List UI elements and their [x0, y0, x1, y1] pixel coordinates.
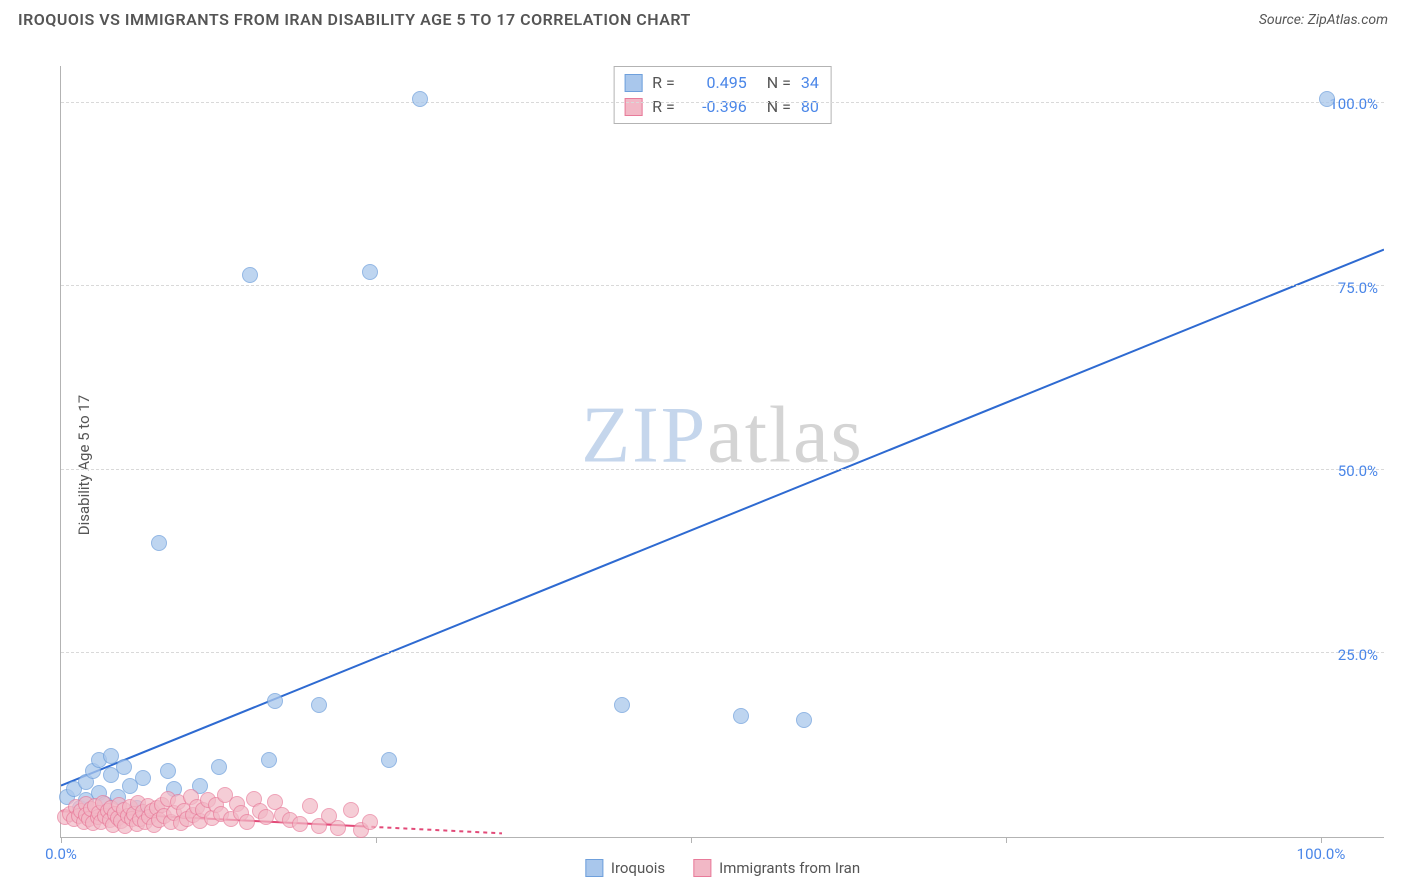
- data-point: [239, 814, 255, 830]
- correlation-row: R = -0.396 N = 80: [624, 95, 819, 119]
- x-tick-label: 0.0%: [45, 845, 77, 863]
- n-value: 80: [801, 95, 819, 119]
- legend-swatch: [693, 859, 711, 877]
- chart-title: IROQUOIS VS IMMIGRANTS FROM IRAN DISABIL…: [18, 10, 691, 29]
- x-tick: [1321, 837, 1322, 843]
- x-tick-label: 100.0%: [1297, 845, 1346, 863]
- legend-swatch: [585, 859, 603, 877]
- legend-swatch: [624, 98, 642, 116]
- y-tick-label: 100.0%: [1329, 95, 1378, 113]
- x-tick: [1006, 837, 1007, 843]
- chart-container: Disability Age 5 to 17 ZIPatlas R =0.495…: [18, 46, 1388, 884]
- r-value: 0.495: [685, 71, 747, 95]
- n-label: N =: [767, 71, 791, 95]
- gridline: [61, 652, 1384, 653]
- x-tick: [691, 837, 692, 843]
- data-point: [362, 814, 378, 830]
- trend-lines: [61, 66, 1384, 837]
- series-legend: Iroquois Immigrants from Iran: [585, 859, 860, 877]
- n-value: 34: [801, 71, 819, 95]
- data-point: [412, 91, 428, 107]
- gridline: [61, 285, 1384, 286]
- data-point: [267, 693, 283, 709]
- n-label: N =: [767, 95, 791, 119]
- data-point: [311, 697, 327, 713]
- data-point: [343, 802, 359, 818]
- data-point: [362, 264, 378, 280]
- data-point: [242, 267, 258, 283]
- data-point: [258, 809, 274, 825]
- r-value: -0.396: [685, 95, 747, 119]
- data-point: [733, 708, 749, 724]
- y-tick-label: 25.0%: [1338, 646, 1378, 664]
- gridline: [61, 102, 1384, 103]
- correlation-row: R = 0.495 N = 34: [624, 71, 819, 95]
- y-tick-label: 50.0%: [1338, 462, 1378, 480]
- data-point: [151, 535, 167, 551]
- data-point: [292, 816, 308, 832]
- data-point: [381, 752, 397, 768]
- data-point: [261, 752, 277, 768]
- data-point: [135, 770, 151, 786]
- data-point: [796, 712, 812, 728]
- series-legend-item: Iroquois: [585, 859, 665, 877]
- data-point: [1319, 91, 1335, 107]
- data-point: [160, 763, 176, 779]
- legend-swatch: [624, 74, 642, 92]
- series-name: Iroquois: [611, 859, 665, 877]
- source-label: Source: ZipAtlas.com: [1259, 12, 1388, 28]
- y-tick-label: 75.0%: [1338, 279, 1378, 297]
- plot-area: ZIPatlas R =0.495N =34R =-0.396N =80 Iro…: [60, 66, 1384, 838]
- series-legend-item: Immigrants from Iran: [693, 859, 860, 877]
- data-point: [302, 798, 318, 814]
- x-tick: [61, 837, 62, 843]
- data-point: [211, 759, 227, 775]
- r-label: R =: [652, 95, 675, 119]
- data-point: [116, 759, 132, 775]
- gridline: [61, 469, 1384, 470]
- data-point: [614, 697, 630, 713]
- x-tick: [376, 837, 377, 843]
- correlation-legend: R = 0.495 N = 34 R = -0.396 N = 80: [613, 66, 832, 124]
- series-name: Immigrants from Iran: [719, 859, 860, 877]
- data-point: [330, 820, 346, 836]
- r-label: R =: [652, 71, 675, 95]
